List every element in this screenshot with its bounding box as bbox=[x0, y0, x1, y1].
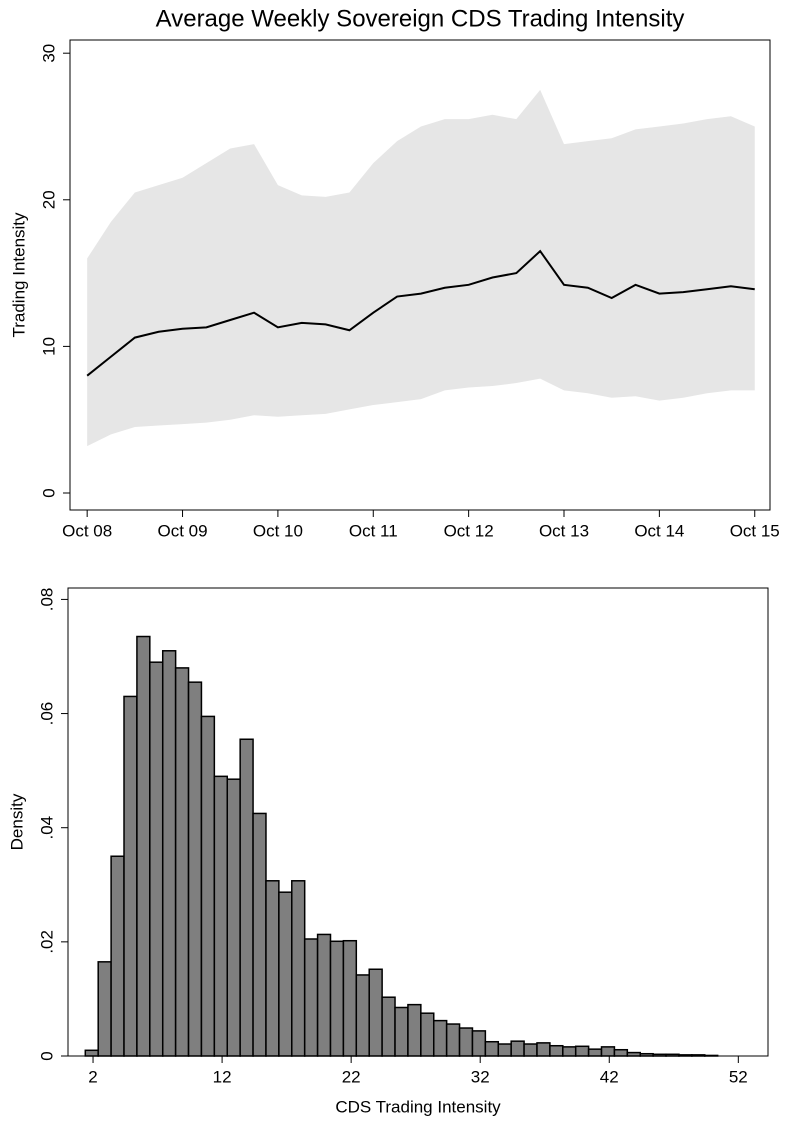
x-tick-label: 22 bbox=[342, 1067, 361, 1086]
x-tick-label: 42 bbox=[600, 1067, 619, 1086]
mean-line bbox=[86, 249, 755, 377]
bar bbox=[200, 715, 216, 1057]
bar bbox=[484, 1040, 500, 1057]
bar bbox=[458, 1027, 474, 1057]
x-tick-label: Oct 14 bbox=[634, 521, 684, 540]
bar bbox=[432, 1019, 448, 1057]
x-tick-label: 52 bbox=[729, 1067, 748, 1086]
bar bbox=[381, 996, 396, 1057]
x-tick-label: Oct 09 bbox=[157, 521, 207, 540]
y-tick-label: 10 bbox=[39, 337, 58, 356]
bar bbox=[226, 778, 241, 1057]
bar bbox=[523, 1043, 538, 1057]
x-tick-label: Oct 08 bbox=[62, 521, 112, 540]
bar bbox=[600, 1046, 616, 1057]
y-axis-label: Trading Intensity bbox=[9, 212, 28, 338]
bar bbox=[355, 974, 370, 1057]
bar bbox=[329, 940, 345, 1057]
range-band bbox=[87, 89, 755, 447]
bar bbox=[84, 1049, 99, 1057]
bar bbox=[574, 1045, 590, 1057]
x-tick-label: 2 bbox=[88, 1067, 97, 1086]
bar bbox=[316, 933, 332, 1057]
y-axis-label: Density bbox=[7, 793, 26, 850]
bar bbox=[213, 775, 229, 1057]
bar bbox=[587, 1048, 603, 1057]
bar bbox=[123, 695, 138, 1057]
bar bbox=[174, 667, 190, 1057]
y-tick-label: 0 bbox=[39, 488, 58, 497]
x-tick-label: Oct 10 bbox=[253, 521, 303, 540]
bar bbox=[265, 880, 280, 1057]
x-tick-label: Oct 12 bbox=[444, 521, 494, 540]
bar bbox=[187, 681, 203, 1057]
y-tick-label: .02 bbox=[37, 930, 56, 954]
bar bbox=[342, 939, 358, 1057]
bar bbox=[303, 938, 319, 1057]
bar bbox=[536, 1042, 551, 1057]
y-tick-label: .08 bbox=[37, 588, 56, 612]
y-tick-label: .04 bbox=[37, 816, 56, 840]
x-axis-label: CDS Trading Intensity bbox=[335, 1097, 501, 1116]
x-tick-label: Oct 15 bbox=[730, 521, 780, 540]
plot-frame bbox=[67, 587, 769, 1057]
plot-frame bbox=[69, 39, 771, 511]
bar bbox=[420, 1012, 435, 1057]
bar bbox=[626, 1051, 641, 1057]
chart-title: Average Weekly Sovereign CDS Trading Int… bbox=[156, 5, 685, 32]
bar bbox=[239, 738, 254, 1057]
bar bbox=[549, 1044, 564, 1057]
bar bbox=[613, 1048, 629, 1057]
x-tick-label: Oct 13 bbox=[539, 521, 589, 540]
bar bbox=[394, 1006, 409, 1057]
bar bbox=[278, 891, 293, 1057]
bar bbox=[97, 961, 112, 1057]
bar bbox=[161, 650, 177, 1057]
bar bbox=[110, 855, 125, 1057]
y-tick-label: 20 bbox=[39, 190, 58, 209]
x-tick-label: 32 bbox=[471, 1067, 490, 1086]
x-tick-label: Oct 11 bbox=[349, 521, 398, 540]
bar bbox=[562, 1046, 577, 1057]
bar bbox=[445, 1023, 461, 1057]
bar bbox=[497, 1043, 512, 1057]
bar bbox=[471, 1030, 487, 1057]
bar bbox=[291, 880, 306, 1057]
bar bbox=[368, 968, 383, 1057]
y-tick-label: .06 bbox=[37, 702, 56, 726]
bar bbox=[149, 661, 164, 1057]
bar bbox=[252, 812, 267, 1057]
y-tick-label: 0 bbox=[37, 1051, 56, 1060]
y-tick-label: 30 bbox=[39, 44, 58, 63]
bar bbox=[136, 635, 151, 1057]
bar bbox=[407, 1003, 422, 1057]
bar bbox=[510, 1040, 525, 1057]
x-tick-label: 12 bbox=[213, 1067, 232, 1086]
